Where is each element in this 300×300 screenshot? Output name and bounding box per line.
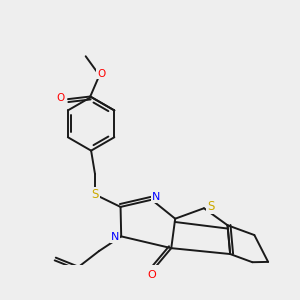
Text: S: S (91, 188, 99, 201)
Text: O: O (97, 69, 105, 79)
Text: O: O (57, 94, 65, 103)
Text: O: O (147, 270, 156, 280)
Text: N: N (152, 192, 160, 202)
Text: N: N (111, 232, 119, 242)
Text: S: S (207, 200, 214, 213)
